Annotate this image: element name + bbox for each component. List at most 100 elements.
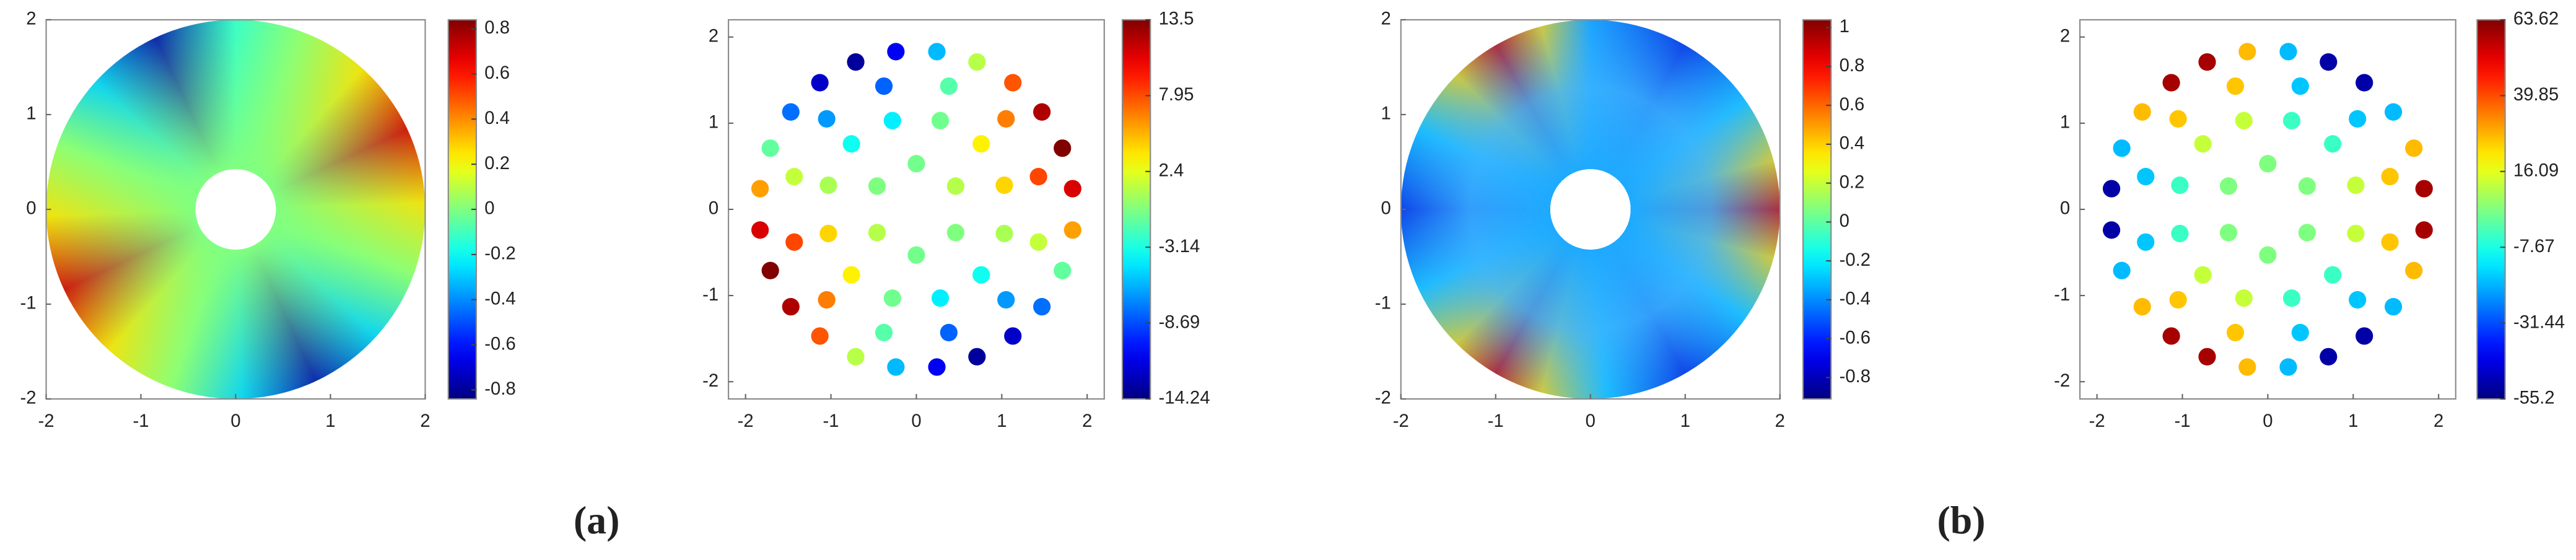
- dot: [995, 224, 1013, 243]
- dot: [2405, 261, 2423, 279]
- dot: [819, 176, 837, 195]
- dot: [883, 112, 901, 129]
- dot: [2113, 139, 2131, 157]
- colorbar-tick-label: 1: [1840, 17, 1849, 37]
- dot: [2259, 155, 2277, 173]
- dot: [2349, 110, 2367, 128]
- colorbar-tick-label: -0.2: [1840, 250, 1871, 270]
- dot: [1004, 327, 1022, 345]
- dot: [946, 177, 964, 195]
- dot: [1063, 221, 1081, 239]
- dot: [940, 323, 958, 341]
- colorbar-tick-label: 0.6: [1840, 95, 1865, 115]
- y-tick-label: -1: [2054, 285, 2070, 305]
- dot: [847, 348, 865, 365]
- dot: [2235, 112, 2253, 129]
- dot: [868, 177, 886, 195]
- x-tick-label: -2: [1393, 411, 1409, 431]
- y-tick-label: 0: [1381, 199, 1391, 219]
- dot: [883, 289, 901, 307]
- colorbar-tick-label: 0.2: [1840, 172, 1865, 192]
- dot: [875, 323, 893, 341]
- dot: [2282, 289, 2301, 307]
- dot: [2356, 74, 2373, 92]
- colorbar-tick-label: -8.69: [1159, 312, 1200, 332]
- dot: [2194, 135, 2212, 153]
- dot: [782, 298, 800, 316]
- field: [46, 19, 426, 400]
- y-tick-label: 2: [709, 26, 718, 46]
- dot: [2324, 135, 2342, 153]
- colorbar-tick-label: -0.4: [1840, 289, 1871, 309]
- dot: [1033, 298, 1051, 316]
- dot: [842, 266, 860, 284]
- dot: [2226, 323, 2245, 341]
- x-tick-label: -1: [823, 411, 839, 431]
- y-tick-label: 2: [1381, 9, 1391, 29]
- dot: [875, 77, 893, 95]
- dot: [2102, 180, 2121, 198]
- contour-field: [1400, 19, 1780, 400]
- dot: [2298, 177, 2316, 195]
- colorbar-tick-label: -0.8: [484, 379, 515, 399]
- dot: [2384, 103, 2403, 121]
- x-tick-label: 0: [230, 411, 240, 431]
- dot: [1054, 139, 1072, 157]
- dot: [907, 155, 925, 173]
- dot: [785, 233, 803, 251]
- colorbar-tick-label: -0.6: [484, 334, 515, 354]
- dot: [761, 139, 779, 157]
- dot: [2291, 323, 2309, 341]
- colorbar-tick-label: 0.8: [1840, 56, 1865, 76]
- dot: [2415, 180, 2433, 198]
- dot: [2102, 221, 2121, 239]
- x-tick-label: -2: [2089, 411, 2105, 431]
- y-tick-label: 1: [26, 104, 36, 124]
- dot: [2405, 139, 2423, 157]
- dot: [868, 224, 886, 242]
- dot: [972, 135, 990, 153]
- x-tick-label: 1: [325, 411, 335, 431]
- colorbar-tick-label: 0.8: [484, 18, 510, 38]
- dot: [2226, 77, 2245, 95]
- colorbar-tick-label: 13.5: [1159, 9, 1194, 29]
- x-tick-label: 0: [2263, 411, 2273, 431]
- colorbar-tick-label: 0.4: [484, 108, 510, 128]
- dot: [2356, 327, 2373, 345]
- dot: [2298, 224, 2316, 242]
- dot: [2384, 298, 2403, 316]
- colorbar-tick-label: -31.44: [2513, 312, 2565, 332]
- colorbar-tick-label: 2.4: [1159, 161, 1184, 181]
- dot: [1054, 261, 1072, 279]
- dot: [1029, 168, 1047, 186]
- y-tick-label: 1: [1381, 104, 1391, 124]
- dot: [931, 289, 950, 307]
- colorbar: [1802, 19, 1832, 400]
- dot: [2219, 224, 2238, 242]
- dot: [2137, 233, 2155, 251]
- colorbar-tick-label: 16.09: [2513, 161, 2559, 181]
- x-tick-label: 1: [1680, 411, 1690, 431]
- dot: [907, 246, 925, 264]
- dot: [2349, 291, 2367, 309]
- colorbar-tick-label: 7.95: [1159, 85, 1194, 105]
- dot: [2279, 43, 2297, 61]
- y-tick-label: -2: [2054, 371, 2070, 391]
- dot: [1029, 233, 1047, 251]
- dot: [2282, 112, 2301, 129]
- dot: [2198, 348, 2216, 365]
- dot: [972, 266, 990, 284]
- dot: [818, 291, 836, 309]
- contour-field: [46, 19, 426, 400]
- dot: [946, 224, 964, 242]
- dot: [751, 180, 769, 198]
- y-tick-label: -2: [702, 371, 718, 391]
- caption: (b): [1937, 498, 1985, 542]
- dot: [2324, 266, 2342, 284]
- x-tick-label: -1: [1488, 411, 1504, 431]
- x-tick-label: -2: [738, 411, 754, 431]
- colorbar-tick-label: 0.6: [484, 63, 510, 83]
- dot: [2171, 176, 2189, 195]
- y-tick-label: -2: [1375, 388, 1391, 408]
